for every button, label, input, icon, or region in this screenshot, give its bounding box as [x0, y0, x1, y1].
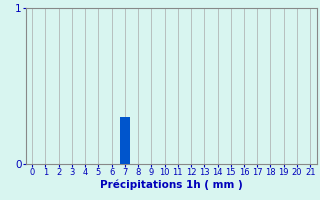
X-axis label: Précipitations 1h ( mm ): Précipitations 1h ( mm )	[100, 180, 243, 190]
Bar	[120, 117, 130, 164]
